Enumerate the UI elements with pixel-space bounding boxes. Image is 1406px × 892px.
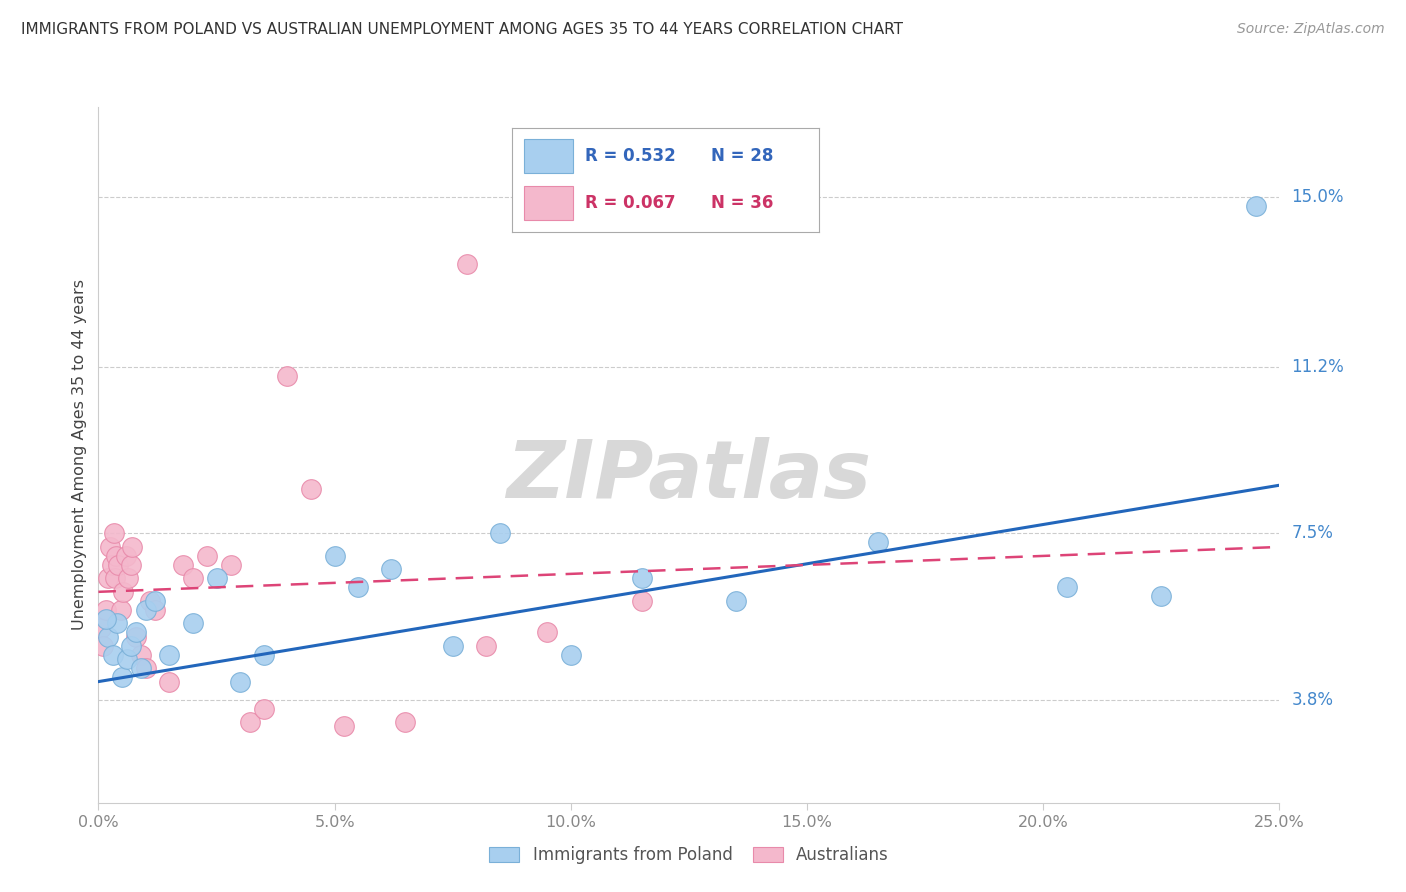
Point: [105, 616, 128, 631]
Point: [97, 571, 120, 585]
Point: [114, 549, 136, 563]
Point: [219, 558, 242, 572]
Point: [111, 584, 134, 599]
Point: [110, 603, 132, 617]
Text: Source: ZipAtlas.com: Source: ZipAtlas.com: [1237, 22, 1385, 37]
Y-axis label: Unemployment Among Ages 35 to 44 years: Unemployment Among Ages 35 to 44 years: [72, 279, 87, 631]
Text: 7.5%: 7.5%: [1291, 524, 1333, 542]
Point: [323, 549, 346, 563]
Text: ZIPatlas: ZIPatlas: [506, 437, 872, 515]
Point: [94, 603, 117, 617]
Point: [135, 603, 157, 617]
Point: [489, 526, 512, 541]
Point: [253, 648, 276, 662]
Text: IMMIGRANTS FROM POLAND VS AUSTRALIAN UNEMPLOYMENT AMONG AGES 35 TO 44 YEARS CORR: IMMIGRANTS FROM POLAND VS AUSTRALIAN UNE…: [21, 22, 903, 37]
Point: [157, 648, 180, 662]
Point: [1244, 199, 1267, 213]
Point: [205, 571, 228, 585]
Point: [91, 639, 114, 653]
Point: [94, 612, 117, 626]
Point: [125, 625, 148, 640]
Point: [103, 526, 125, 541]
Point: [104, 571, 127, 585]
Point: [101, 648, 124, 662]
Point: [111, 670, 134, 684]
Point: [121, 639, 143, 653]
Point: [139, 594, 162, 608]
Point: [347, 580, 370, 594]
Point: [380, 562, 402, 576]
Point: [121, 540, 143, 554]
Point: [107, 558, 129, 572]
Point: [1150, 590, 1173, 604]
Text: 3.8%: 3.8%: [1291, 690, 1333, 708]
Point: [441, 639, 464, 653]
Point: [129, 661, 152, 675]
Point: [181, 616, 204, 631]
Point: [181, 571, 204, 585]
Point: [90, 621, 112, 635]
Point: [253, 701, 276, 715]
Point: [239, 714, 262, 729]
Point: [115, 652, 138, 666]
Point: [229, 674, 252, 689]
Point: [1056, 580, 1078, 594]
Text: 11.2%: 11.2%: [1291, 359, 1344, 376]
Point: [100, 558, 122, 572]
Point: [333, 719, 356, 733]
Legend: Immigrants from Poland, Australians: Immigrants from Poland, Australians: [482, 839, 896, 871]
Point: [475, 639, 498, 653]
Point: [125, 630, 148, 644]
Point: [157, 674, 180, 689]
Point: [630, 594, 652, 608]
Point: [560, 648, 582, 662]
Point: [97, 630, 120, 644]
Text: 15.0%: 15.0%: [1291, 188, 1344, 206]
Point: [394, 714, 416, 729]
Point: [135, 661, 157, 675]
Point: [120, 558, 142, 572]
Point: [536, 625, 558, 640]
Point: [299, 482, 322, 496]
Point: [172, 558, 194, 572]
Point: [725, 594, 748, 608]
Point: [129, 648, 152, 662]
Point: [456, 257, 478, 271]
Point: [117, 571, 139, 585]
Point: [98, 540, 121, 554]
Point: [143, 594, 166, 608]
Point: [195, 549, 218, 563]
Point: [630, 571, 652, 585]
Point: [276, 369, 298, 384]
Point: [105, 549, 128, 563]
Point: [866, 535, 889, 549]
Point: [143, 603, 166, 617]
